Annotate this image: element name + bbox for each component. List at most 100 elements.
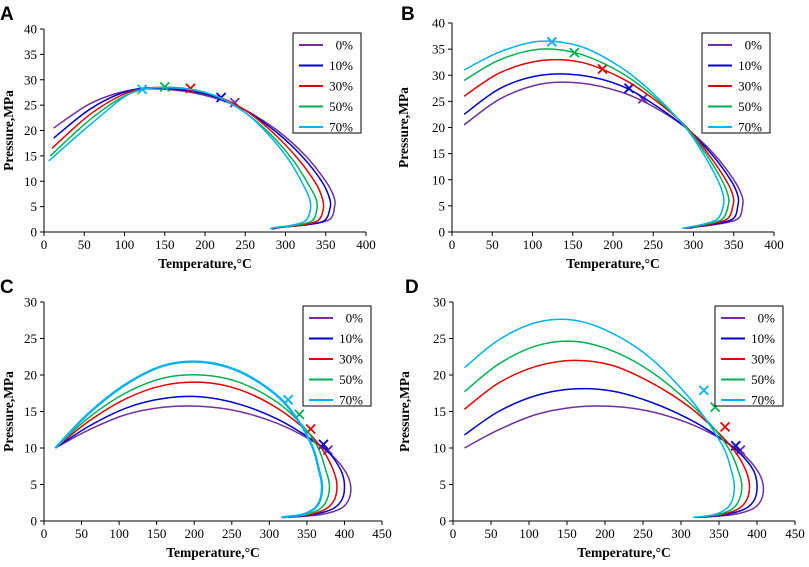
panel-a-x-tick-label: 300 bbox=[276, 237, 296, 252]
panel-c-y-tick-label: 10 bbox=[24, 441, 37, 456]
panel-b-y-tick-label: 20 bbox=[432, 120, 445, 135]
panel-c-series-line bbox=[54, 360, 324, 519]
panel-d-y-tick-label: 5 bbox=[440, 477, 447, 492]
panel-b-critical-point-marker bbox=[597, 63, 608, 75]
panel-d-critical-point-stroke bbox=[719, 421, 731, 432]
panel-b-series-line bbox=[463, 48, 730, 230]
panel-a-letter: A bbox=[0, 4, 14, 25]
panel-c-legend: 0% 10% 30% 50% 70% bbox=[302, 305, 372, 408]
panel-a-x-tick-label: 350 bbox=[316, 237, 336, 252]
panel-d-y-tick-label: 25 bbox=[433, 331, 446, 346]
panel-a-x-tick-label: 400 bbox=[356, 237, 376, 252]
panel-d-x-tick-label: 200 bbox=[595, 526, 615, 541]
panel-d-x-tick-label: 150 bbox=[557, 526, 577, 541]
panel-d-x-tick-label: 450 bbox=[785, 526, 805, 541]
panel-b-critical-point-marker bbox=[623, 83, 635, 94]
panel-c-y-tick-label: 20 bbox=[24, 368, 37, 383]
panel-c-legend-label: 70% bbox=[339, 393, 363, 408]
panel-a-legend-label: 10% bbox=[329, 58, 353, 73]
panel-b-y-tick-label: 0 bbox=[439, 225, 446, 240]
panel-a-x-tick-label: 50 bbox=[78, 237, 91, 252]
panel-d-critical-point-stroke bbox=[698, 385, 709, 396]
panel-b-legend-label: 70% bbox=[738, 120, 762, 135]
panel-b-critical-point-stroke bbox=[637, 93, 648, 104]
panel-c-y-tick-label: 30 bbox=[24, 295, 37, 310]
panel-b-series-line bbox=[463, 40, 725, 230]
panel-a-y-tick-label: 5 bbox=[31, 199, 38, 214]
panel-b-y-tick-label: 10 bbox=[432, 172, 445, 187]
panel-b-y-axis-title: Pressure,MPa bbox=[396, 87, 411, 168]
panel-b-critical-point-stroke bbox=[623, 83, 635, 94]
panel-a-y-tick-label: 40 bbox=[24, 22, 37, 37]
panel-a-critical-point-marker bbox=[159, 81, 170, 92]
panel-c-series-line bbox=[54, 405, 352, 519]
panel-b-x-tick-label: 200 bbox=[603, 237, 623, 252]
panel-b-legend: 0% 10% 30% 50% 70% bbox=[701, 32, 771, 135]
panel-a-critical-point-stroke bbox=[229, 97, 240, 108]
panel-b-series-line bbox=[463, 58, 735, 230]
panel-a-series-line bbox=[53, 87, 332, 230]
panel-d-legend-label: 50% bbox=[751, 372, 775, 387]
panel-d-legend-label: 0% bbox=[758, 311, 776, 326]
panel-b-series-line bbox=[463, 73, 740, 230]
panel-a-x-tick-label: 250 bbox=[236, 237, 256, 252]
panel-d-legend-label: 70% bbox=[751, 393, 775, 408]
panel-a-critical-point-stroke bbox=[159, 81, 170, 92]
panel-d-series-line bbox=[464, 405, 765, 519]
panel-b-x-tick-label: 150 bbox=[563, 237, 583, 252]
panel-d-x-tick-label: 300 bbox=[671, 526, 691, 541]
panel-d-series-line bbox=[463, 318, 736, 519]
panel-a-legend-label: 30% bbox=[329, 79, 353, 94]
panel-b-x-tick-label: 350 bbox=[724, 237, 744, 252]
panel-d-y-axis-title: Pressure,MPa bbox=[397, 371, 412, 452]
panel-d-critical-point-marker bbox=[698, 385, 709, 396]
panel-a-critical-point-marker bbox=[137, 84, 148, 95]
panel-b-letter: B bbox=[401, 4, 415, 25]
panel-c-x-tick-label: 400 bbox=[335, 526, 355, 541]
panel-b-critical-point-stroke bbox=[597, 63, 608, 75]
panel-c-x-axis-title: Temperature,°C bbox=[166, 545, 260, 560]
panel-d-y-tick-label: 30 bbox=[433, 295, 446, 310]
panel-d-y-tick-label: 15 bbox=[433, 404, 446, 419]
panel-b-legend-label: 50% bbox=[738, 99, 762, 114]
panel-a-y-tick-label: 35 bbox=[24, 47, 37, 62]
panel-c-y-tick-label: 25 bbox=[24, 331, 37, 346]
panel-d-y-tick-label: 10 bbox=[433, 441, 446, 456]
panel-b-y-tick-label: 25 bbox=[432, 94, 445, 109]
panel-d-x-tick-label: 250 bbox=[633, 526, 653, 541]
panel-a-x-tick-label: 0 bbox=[41, 237, 48, 252]
panel-a-legend-label: 50% bbox=[329, 99, 353, 114]
panel-a-legend-label: 0% bbox=[336, 38, 354, 53]
panel-b-x-tick-label: 400 bbox=[764, 237, 784, 252]
panel-d-y-tick-label: 0 bbox=[440, 514, 447, 529]
panel-c-legend-label: 50% bbox=[339, 372, 363, 387]
panel-c-x-tick-label: 450 bbox=[372, 526, 392, 541]
panel-b-legend-label: 30% bbox=[738, 79, 762, 94]
panel-c-x-tick-label: 350 bbox=[297, 526, 317, 541]
panel-a-series-line bbox=[51, 86, 325, 230]
panel-b-y-tick-label: 30 bbox=[432, 68, 445, 83]
panel-d-critical-point-marker bbox=[719, 421, 731, 432]
panel-a-y-tick-label: 15 bbox=[24, 148, 37, 163]
panel-a-y-tick-label: 0 bbox=[31, 225, 38, 240]
panel-b-y-tick-label: 35 bbox=[432, 42, 445, 57]
panel-c-letter: C bbox=[0, 277, 14, 298]
panel-d-x-tick-label: 350 bbox=[709, 526, 729, 541]
panel-b-y-tick-label: 40 bbox=[432, 16, 445, 31]
panel-c-y-axis-title: Pressure,MPa bbox=[1, 371, 16, 452]
panel-d-letter: D bbox=[405, 277, 419, 298]
panel-b-x-tick-label: 300 bbox=[684, 237, 704, 252]
panel-d-series-line bbox=[463, 340, 743, 519]
panel-a-y-tick-label: 10 bbox=[24, 174, 37, 189]
panel-c-x-tick-label: 50 bbox=[75, 526, 88, 541]
panel-a-y-tick-label: 20 bbox=[24, 123, 37, 138]
panel-a-y-axis-title: Pressure,MPa bbox=[1, 90, 16, 171]
panel-b-x-tick-label: 0 bbox=[449, 237, 456, 252]
panel-c-legend-label: 10% bbox=[339, 331, 363, 346]
panel-a-legend-label: 70% bbox=[329, 120, 353, 135]
panel-c-x-tick-label: 150 bbox=[147, 526, 167, 541]
panel-b-critical-point-marker bbox=[546, 36, 557, 47]
